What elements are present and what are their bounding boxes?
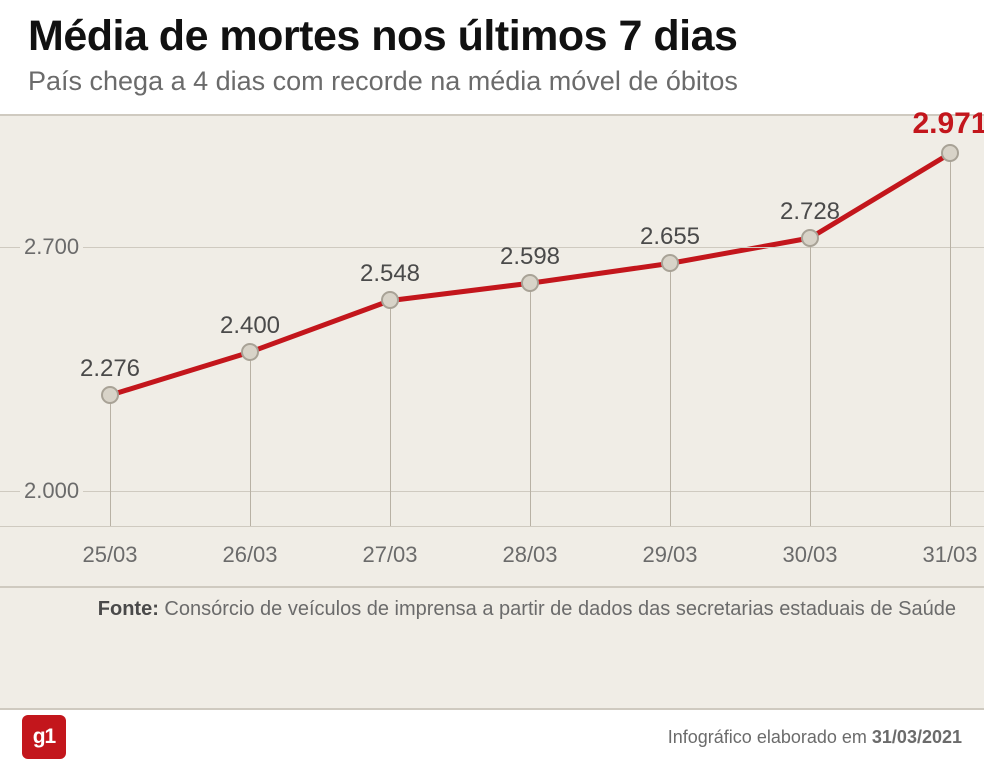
data-point: [801, 229, 819, 247]
data-point: [941, 144, 959, 162]
data-point: [661, 254, 679, 272]
data-point: [381, 291, 399, 309]
y-axis-label: 2.700: [20, 234, 83, 260]
value-label: 2.655: [640, 223, 700, 251]
value-label: 2.728: [780, 198, 840, 226]
x-axis-label: 27/03: [362, 542, 417, 568]
drop-line: [530, 283, 531, 526]
credit-date: 31/03/2021: [872, 727, 962, 747]
drop-line: [810, 238, 811, 526]
value-label-highlight: 2.971: [912, 107, 984, 141]
drop-line: [670, 263, 671, 526]
source-text: Consórcio de veículos de imprensa a part…: [164, 598, 956, 620]
value-label: 2.276: [80, 355, 140, 383]
g1-logo: g1: [22, 715, 66, 759]
x-axis-label: 26/03: [222, 542, 277, 568]
source-label: Fonte:: [98, 598, 159, 620]
value-label: 2.400: [220, 312, 280, 340]
y-gridline: [0, 247, 984, 248]
chart-subtitle: País chega a 4 dias com recorde na média…: [28, 65, 788, 97]
data-point: [521, 274, 539, 292]
x-axis-label: 29/03: [642, 542, 697, 568]
value-label: 2.548: [360, 260, 420, 288]
drop-line: [390, 300, 391, 525]
credit-prefix: Infográfico elaborado em: [668, 727, 867, 747]
infographic-container: Média de mortes nos últimos 7 dias País …: [0, 0, 984, 764]
value-label: 2.598: [500, 243, 560, 271]
chart-plot-area: 2.000 2.700 2.276 25/03 2.400 26/03 2.548 27/03…: [0, 116, 984, 586]
data-point: [101, 386, 119, 404]
bottom-bar: g1 Infográfico elaborado em 31/03/2021: [0, 708, 984, 764]
credit-text: Infográfico elaborado em 31/03/2021: [668, 727, 962, 748]
drop-line: [110, 395, 111, 526]
drop-line: [250, 352, 251, 526]
line-path-svg: [0, 116, 984, 586]
x-axis-label: 25/03: [82, 542, 137, 568]
x-axis-label: 30/03: [782, 542, 837, 568]
header: Média de mortes nos últimos 7 dias País …: [0, 0, 984, 116]
drop-line: [950, 153, 951, 526]
y-gridline: [0, 491, 984, 492]
x-axis-label: 31/03: [922, 542, 977, 568]
chart-title: Média de mortes nos últimos 7 dias: [28, 14, 956, 59]
x-axis-baseline: [0, 526, 984, 527]
data-point: [241, 343, 259, 361]
source-footer: Fonte: Consórcio de veículos de imprensa…: [0, 586, 984, 634]
y-axis-label: 2.000: [20, 478, 83, 504]
x-axis-label: 28/03: [502, 542, 557, 568]
